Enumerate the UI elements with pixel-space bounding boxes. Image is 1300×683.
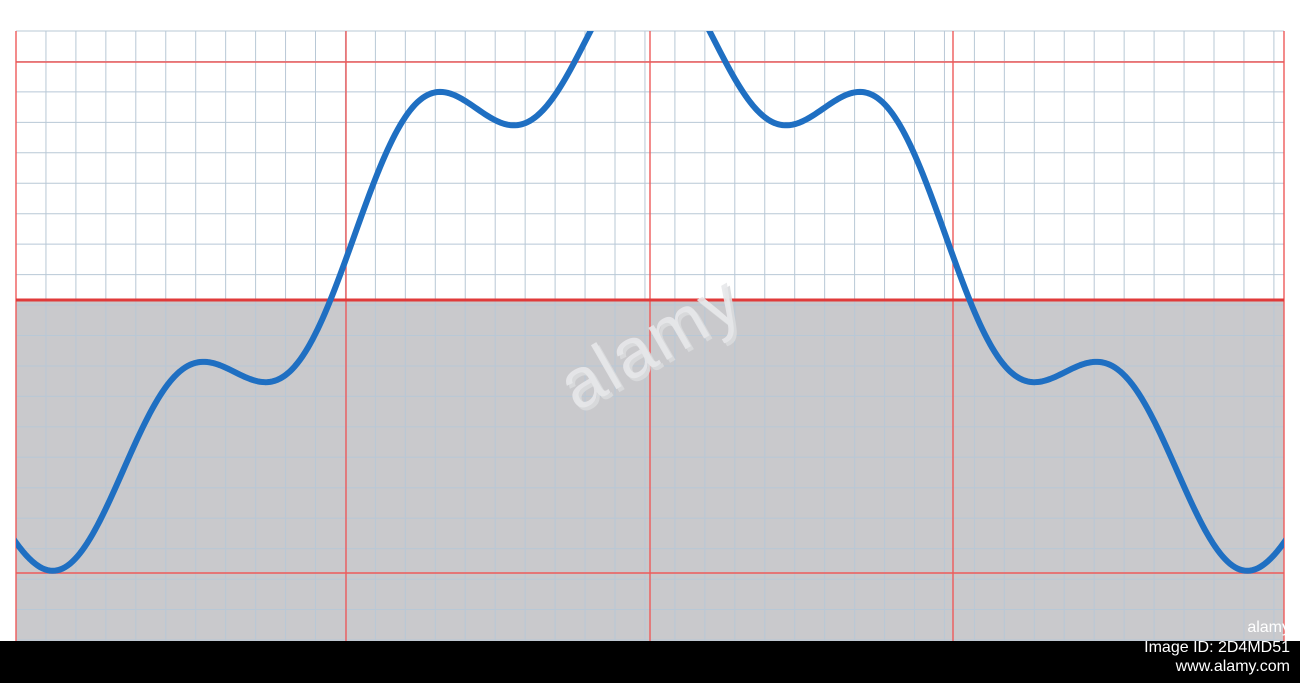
chart-stage: alamy alamy alamy Image ID: 2D4MD51 www.… [0, 0, 1300, 683]
wave-chart [0, 0, 1300, 683]
